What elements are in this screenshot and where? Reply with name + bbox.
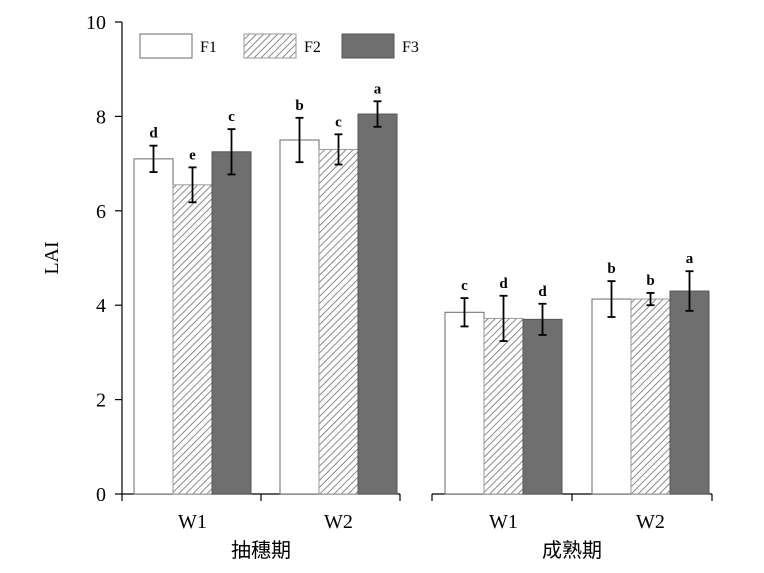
bar-f1 (279, 139, 320, 495)
legend-swatch-f2 (243, 33, 297, 59)
significance-letter: d (149, 126, 158, 142)
bar-f2 (630, 298, 671, 495)
x-labels: 抽穗期 W1 W2 成熟期 W1 W2 (178, 511, 665, 562)
y-axis-label: LAI (41, 241, 63, 274)
y-tick-label: 4 (96, 295, 106, 317)
subgroup-label: W2 (636, 511, 665, 533)
y-tick-label: 8 (96, 106, 106, 128)
y-axis: LAI 0 2 4 6 8 10 (41, 12, 123, 506)
y-tick-label: 6 (96, 201, 106, 223)
significance-letter: b (607, 261, 615, 277)
legend-label: F3 (402, 39, 419, 56)
legend-swatch-f3 (341, 33, 395, 59)
bar-f1 (444, 311, 485, 495)
bar-f2 (318, 148, 359, 495)
significance-letter: d (538, 284, 547, 300)
significance-letter: c (228, 109, 235, 125)
y-tick-label: 10 (86, 12, 106, 34)
bar-f3 (211, 151, 252, 495)
significance-letter: b (646, 273, 654, 289)
significance-letter: c (335, 114, 342, 130)
legend-label: F2 (304, 39, 321, 56)
x-axis-lines (121, 493, 713, 501)
x-axis: 抽穗期 W1 W2 成熟期 W1 W2 (121, 493, 713, 562)
legend: F1 F2 F3 (139, 33, 419, 59)
significance-letter: a (686, 251, 694, 267)
bars: d e c b c a c d d b b a (133, 81, 710, 495)
subgroup-label: W2 (324, 511, 353, 533)
significance-letter: c (461, 278, 468, 294)
legend-label: F1 (200, 39, 217, 56)
bar-f1 (133, 158, 174, 495)
group-label: 抽穗期 (231, 538, 291, 562)
subgroup-label: W1 (489, 511, 518, 533)
bar-f2 (483, 317, 524, 495)
bar-f1 (591, 298, 632, 495)
y-tick-label: 2 (96, 390, 106, 412)
y-tick-label: 0 (96, 484, 106, 506)
bar-f3 (357, 113, 398, 495)
bar-f3 (669, 290, 710, 495)
bar-f2 (172, 184, 213, 495)
significance-letter: e (189, 147, 196, 163)
significance-letter: d (499, 276, 508, 292)
significance-letter: a (374, 81, 382, 97)
legend-swatch-f1 (139, 33, 193, 59)
group-label: 成熟期 (542, 538, 602, 562)
y-ticks: 0 2 4 6 8 10 (86, 12, 122, 506)
significance-letter: b (295, 98, 303, 114)
subgroup-label: W1 (178, 511, 207, 533)
bar-f3 (522, 318, 563, 495)
